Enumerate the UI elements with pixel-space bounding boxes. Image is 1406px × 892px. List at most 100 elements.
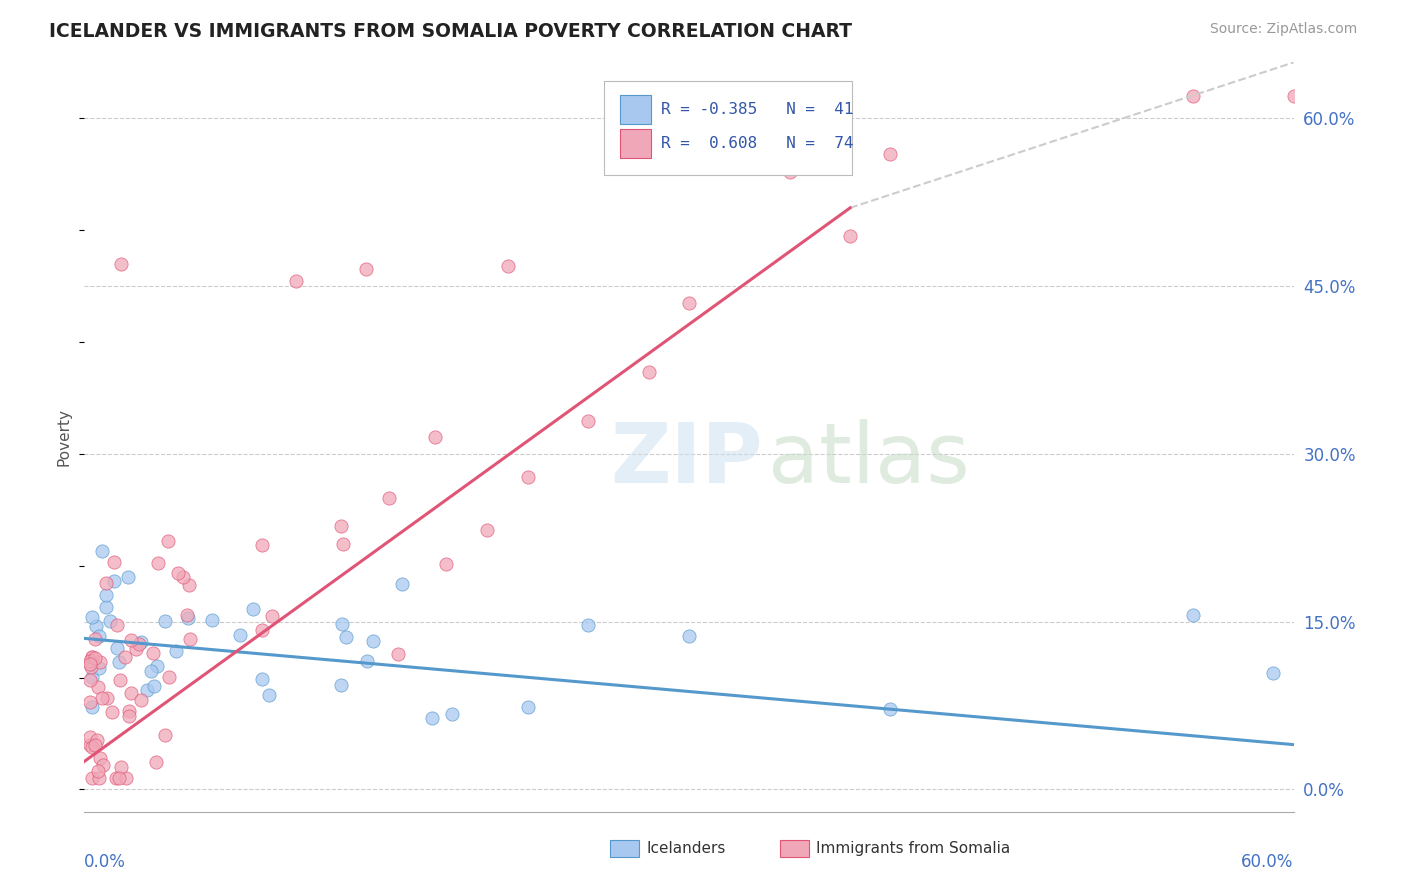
- FancyBboxPatch shape: [780, 840, 808, 856]
- Point: [779, 165, 801, 179]
- Point: [423, 430, 446, 444]
- Point: [139, 665, 162, 679]
- Point: [335, 631, 357, 645]
- Point: [79, 694, 101, 708]
- Point: [356, 262, 378, 277]
- Point: [330, 678, 353, 692]
- Point: [378, 491, 401, 505]
- Point: [115, 771, 138, 785]
- Point: [91, 690, 114, 705]
- Point: [678, 629, 700, 643]
- Point: [79, 654, 101, 668]
- Point: [105, 617, 128, 632]
- Point: [91, 757, 114, 772]
- Point: [82, 650, 104, 665]
- FancyBboxPatch shape: [620, 95, 651, 124]
- Point: [120, 686, 142, 700]
- Point: [145, 756, 167, 770]
- Point: [82, 610, 104, 624]
- Point: [260, 608, 283, 623]
- Text: R =  0.608   N =  74: R = 0.608 N = 74: [661, 136, 853, 151]
- Point: [177, 578, 200, 592]
- Text: Icelanders: Icelanders: [647, 841, 725, 856]
- Point: [387, 648, 409, 662]
- Point: [434, 557, 457, 571]
- Point: [125, 642, 148, 657]
- Point: [98, 614, 121, 628]
- Point: [678, 295, 700, 310]
- Point: [110, 257, 132, 271]
- Point: [100, 705, 122, 719]
- Point: [516, 470, 538, 484]
- Point: [114, 650, 136, 665]
- Point: [136, 683, 159, 698]
- Point: [89, 771, 111, 785]
- Point: [80, 649, 103, 664]
- Point: [637, 365, 659, 379]
- Point: [79, 673, 101, 687]
- Point: [329, 519, 352, 533]
- Point: [105, 641, 128, 656]
- Point: [361, 634, 384, 648]
- Point: [142, 646, 165, 660]
- Point: [176, 611, 198, 625]
- Point: [391, 577, 413, 591]
- Point: [477, 523, 499, 537]
- Point: [576, 414, 599, 428]
- Text: Immigrants from Somalia: Immigrants from Somalia: [815, 841, 1010, 856]
- Point: [155, 728, 177, 742]
- Point: [285, 273, 308, 287]
- Point: [118, 704, 141, 718]
- Point: [1282, 89, 1305, 103]
- Point: [142, 679, 165, 693]
- Point: [146, 659, 169, 673]
- Point: [82, 699, 104, 714]
- Point: [1181, 607, 1204, 622]
- Point: [108, 655, 131, 669]
- Point: [332, 537, 354, 551]
- Point: [87, 629, 110, 643]
- Point: [79, 730, 101, 744]
- Point: [117, 570, 139, 584]
- Point: [83, 738, 105, 752]
- Text: 0.0%: 0.0%: [84, 853, 127, 871]
- Point: [250, 623, 273, 637]
- Point: [79, 738, 101, 752]
- Point: [79, 657, 101, 671]
- Point: [250, 672, 273, 686]
- Point: [104, 771, 127, 785]
- Point: [148, 556, 170, 570]
- Point: [129, 692, 152, 706]
- Point: [89, 655, 111, 669]
- Point: [839, 228, 862, 243]
- FancyBboxPatch shape: [610, 840, 640, 856]
- Text: ZIP: ZIP: [610, 419, 763, 500]
- Point: [86, 732, 108, 747]
- Point: [108, 771, 131, 785]
- Point: [165, 644, 187, 658]
- Point: [228, 628, 250, 642]
- Point: [108, 673, 131, 687]
- Point: [84, 632, 107, 646]
- Point: [420, 711, 443, 725]
- Point: [118, 709, 141, 723]
- FancyBboxPatch shape: [620, 129, 651, 158]
- Point: [257, 688, 280, 702]
- Point: [87, 764, 110, 778]
- Point: [96, 690, 118, 705]
- Point: [87, 680, 110, 694]
- Text: R = -0.385   N =  41: R = -0.385 N = 41: [661, 103, 853, 117]
- Point: [1263, 665, 1285, 680]
- Point: [516, 700, 538, 714]
- Text: ICELANDER VS IMMIGRANTS FROM SOMALIA POVERTY CORRELATION CHART: ICELANDER VS IMMIGRANTS FROM SOMALIA POV…: [49, 22, 852, 41]
- FancyBboxPatch shape: [605, 81, 852, 175]
- Point: [94, 576, 117, 591]
- Point: [496, 259, 519, 273]
- Point: [172, 570, 194, 584]
- Text: Source: ZipAtlas.com: Source: ZipAtlas.com: [1209, 22, 1357, 37]
- Point: [330, 617, 353, 632]
- Point: [96, 600, 118, 615]
- Point: [156, 534, 179, 549]
- Point: [80, 659, 103, 673]
- Point: [576, 617, 599, 632]
